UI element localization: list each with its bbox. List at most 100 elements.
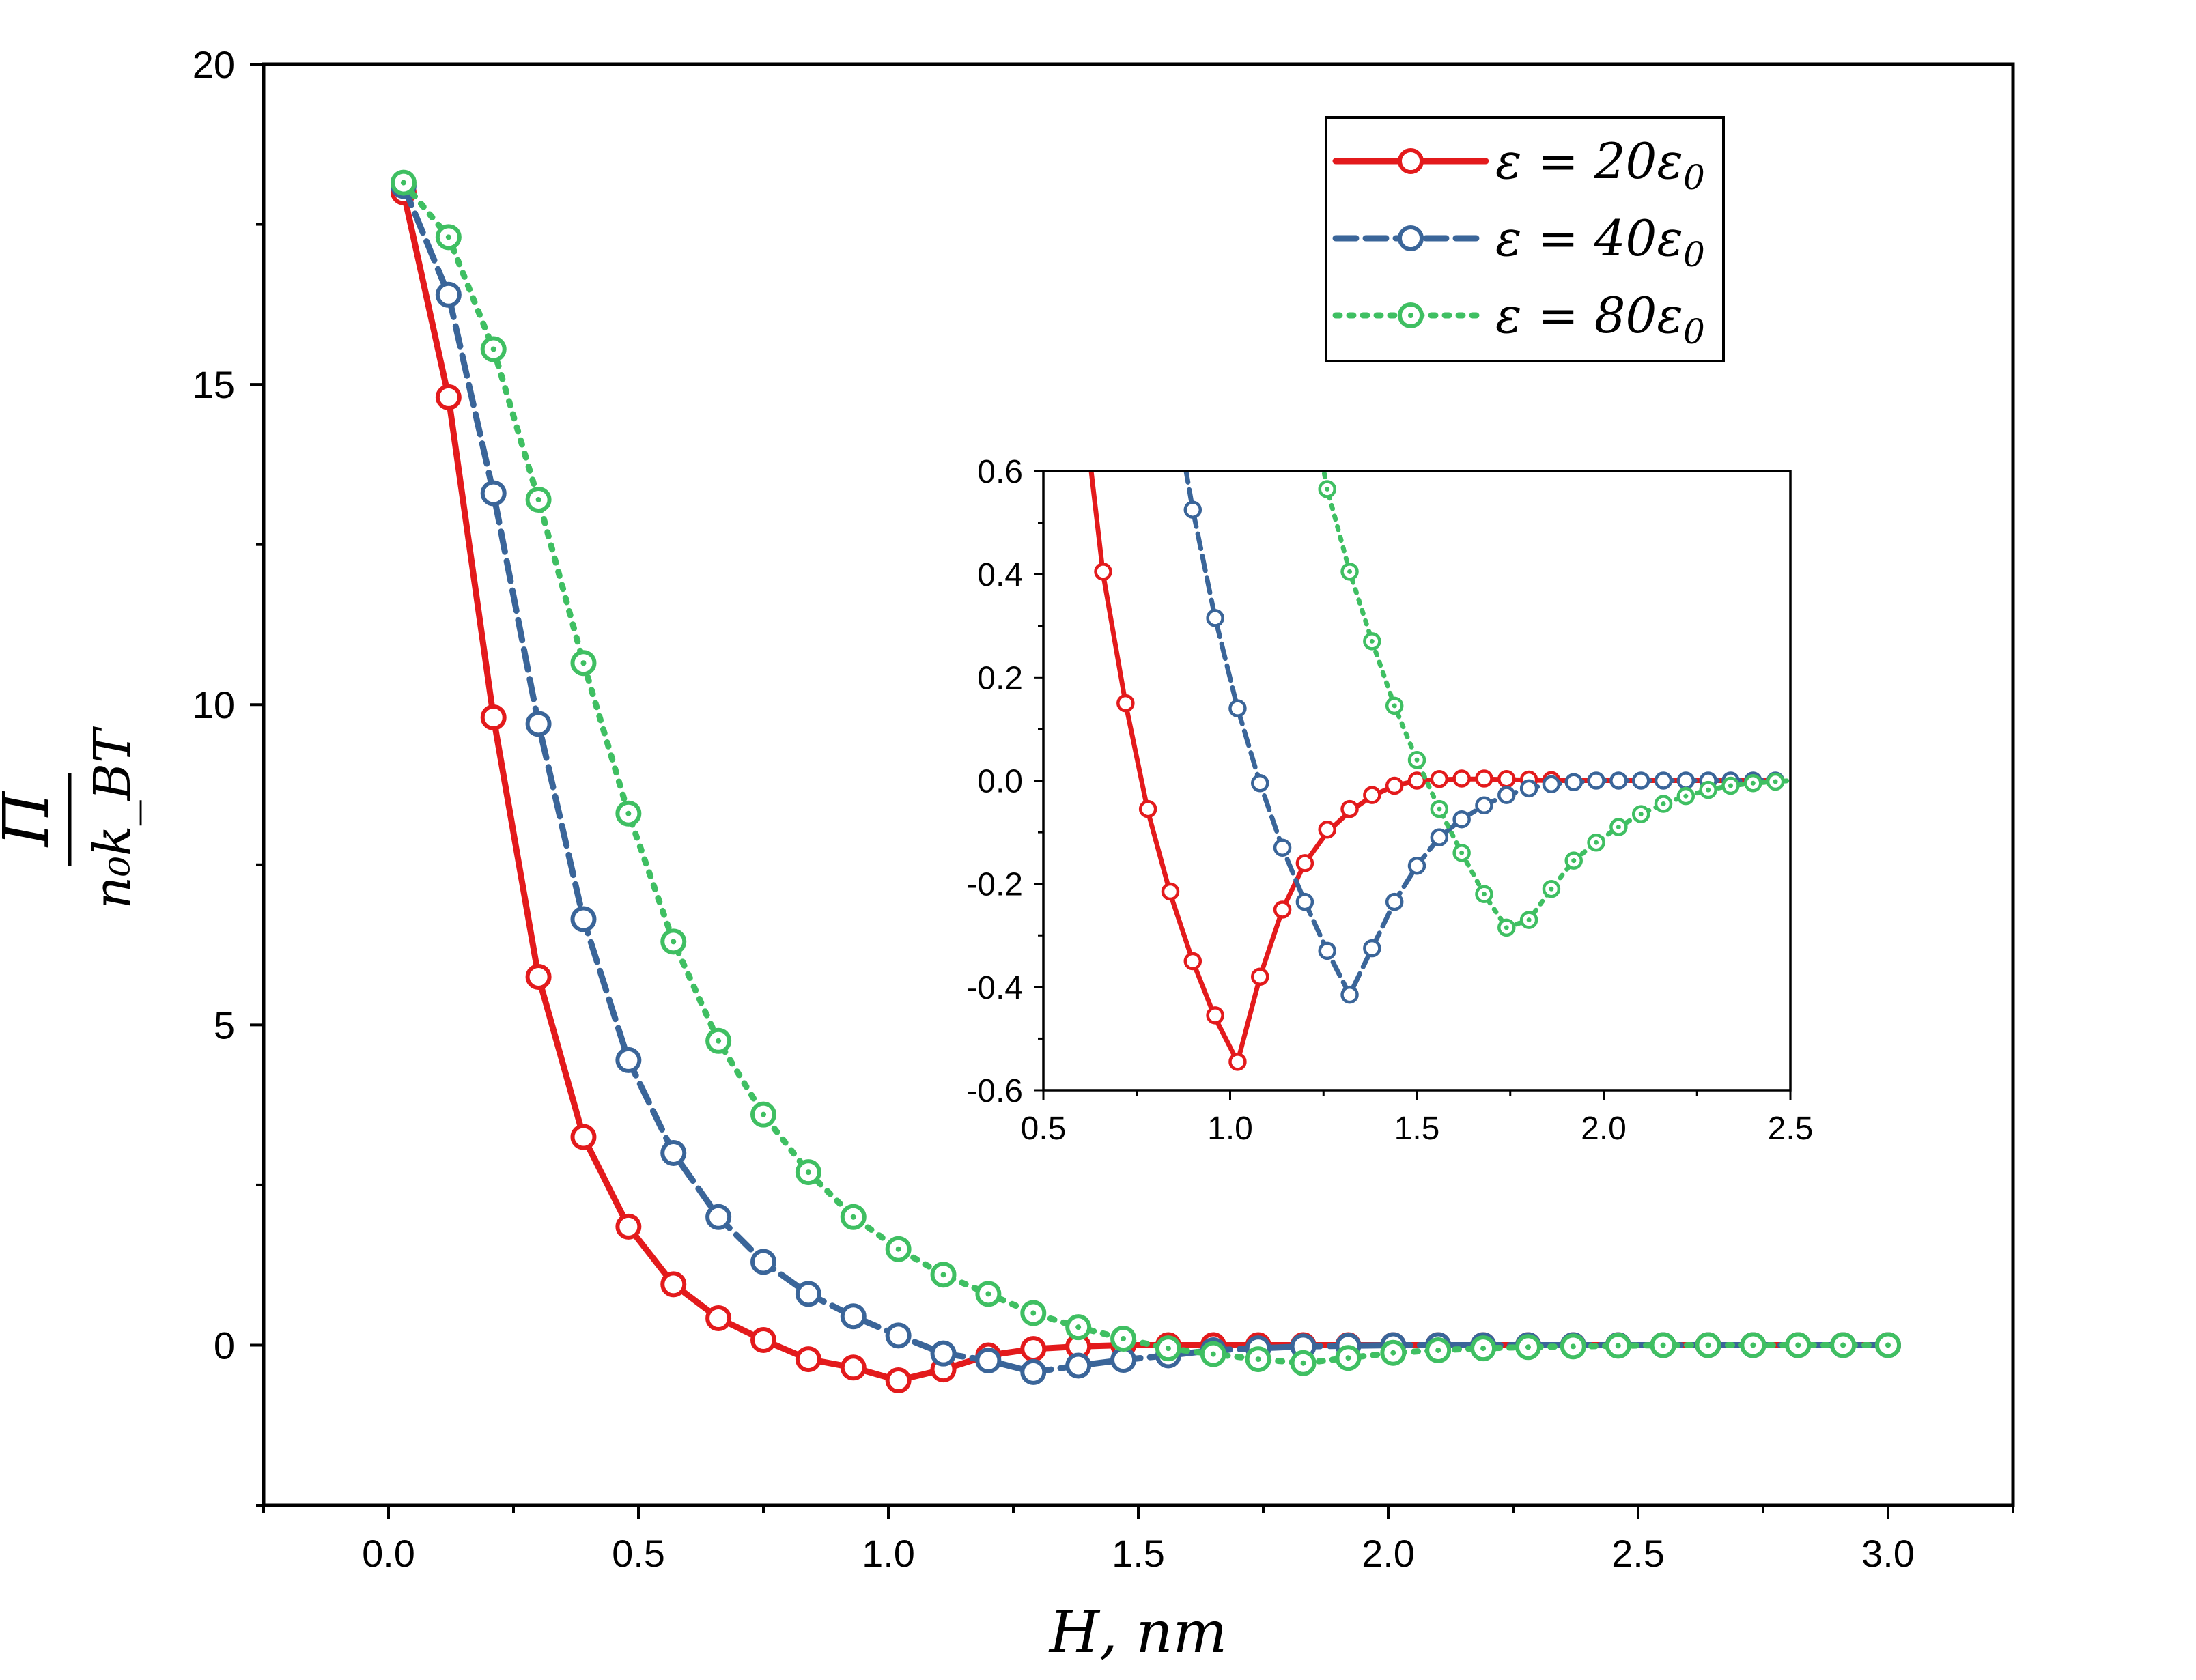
inset-data-point bbox=[1116, 694, 1135, 713]
main-data-point bbox=[615, 1047, 642, 1073]
inset-data-point bbox=[1385, 776, 1404, 795]
main-data-point-dot bbox=[895, 1246, 901, 1252]
inset-data-point bbox=[1385, 892, 1404, 911]
y-axis-label-numerator: Π bbox=[0, 791, 63, 848]
inset-y-tick-label: -0.2 bbox=[966, 867, 1023, 903]
main-data-point-dot bbox=[671, 939, 677, 945]
inset-x-tick-label: 0.5 bbox=[1021, 1111, 1067, 1147]
y-axis-label: Πn₀k_BT bbox=[0, 726, 142, 909]
inset-y-tick-label: 0.2 bbox=[977, 660, 1023, 696]
inset-data-point bbox=[1094, 563, 1112, 581]
inset-data-point-dot bbox=[1661, 801, 1666, 807]
inset-data-point-dot bbox=[1369, 638, 1375, 644]
inset-data-point bbox=[1542, 775, 1561, 794]
main-data-point-dot bbox=[490, 346, 496, 352]
main-data-point bbox=[435, 281, 462, 308]
main-data-point-dot bbox=[625, 810, 632, 816]
main-data-point-dot bbox=[1121, 1336, 1127, 1342]
main-data-point-dot bbox=[985, 1291, 991, 1297]
main-data-point bbox=[750, 1326, 776, 1353]
main-data-point-dot bbox=[716, 1038, 722, 1044]
inset-data-point bbox=[1340, 799, 1359, 818]
inset-data-point-dot bbox=[1728, 783, 1733, 788]
main-data-point bbox=[975, 1347, 1002, 1373]
inset-data-point-dot bbox=[1504, 925, 1509, 930]
main-data-point-dot bbox=[1255, 1356, 1261, 1363]
main-chart: 0.0 0.5 1.0 1.5 2.0 2.5 3.0 0 5 10 15 20 H, nm Πn₀k_B… bbox=[0, 43, 2015, 1666]
inset-data-point bbox=[1609, 771, 1628, 790]
inset-data-point bbox=[1228, 699, 1247, 717]
inset-data-point-dot bbox=[1616, 825, 1621, 830]
main-data-point bbox=[750, 1249, 776, 1275]
main-data-point-dot bbox=[1660, 1342, 1666, 1348]
main-data-point bbox=[885, 1367, 912, 1394]
legend-label-subscript: 0 bbox=[1683, 312, 1705, 352]
main-data-point bbox=[480, 704, 507, 730]
inset-data-point bbox=[1430, 769, 1449, 788]
inset-data-point bbox=[1363, 786, 1381, 804]
y-tick-label: 5 bbox=[214, 1003, 235, 1047]
legend: ε = 20ε0 ε = 40ε0 ε = 80ε0 bbox=[1325, 116, 1725, 362]
inset-data-point bbox=[1475, 796, 1493, 815]
inset-y-tick-label: 0.4 bbox=[977, 557, 1023, 593]
inset-data-point-dot bbox=[1481, 892, 1487, 897]
main-data-point-dot bbox=[445, 234, 451, 240]
main-series-line bbox=[400, 180, 1891, 1367]
main-data-point-dot bbox=[1345, 1355, 1351, 1361]
inset-data-point bbox=[1273, 900, 1292, 919]
main-data-point bbox=[1065, 1352, 1092, 1379]
main-data-point bbox=[705, 1204, 732, 1230]
inset-data-point bbox=[1587, 771, 1605, 790]
inset-data-point bbox=[1407, 771, 1426, 790]
inset-data-point bbox=[1407, 856, 1426, 875]
inset-data-point bbox=[1295, 892, 1314, 911]
main-data-point bbox=[435, 384, 462, 410]
main-data-point-dot bbox=[1210, 1351, 1216, 1357]
main-data-point-dot bbox=[761, 1111, 766, 1117]
main-data-point-dot bbox=[1075, 1324, 1082, 1330]
inset-data-point bbox=[1138, 799, 1157, 818]
main-data-point bbox=[1110, 1347, 1137, 1373]
inset-data-point bbox=[1475, 769, 1493, 788]
main-data-point bbox=[705, 1305, 732, 1332]
legend-entry-1: ε = 40ε0 bbox=[1332, 210, 1705, 274]
main-data-point bbox=[660, 1139, 687, 1166]
inset-chart: 0.5 1.0 1.5 2.0 2.5 0.6 0.4 0.2 0.0 -0.2 -0.4 -0.6 bbox=[966, 454, 1814, 1147]
inset-data-point-dot bbox=[1571, 858, 1577, 864]
inset-data-point bbox=[1183, 952, 1202, 971]
main-data-point bbox=[795, 1281, 821, 1307]
main-series-line bbox=[400, 182, 1891, 1376]
legend-marker-dot bbox=[1408, 313, 1413, 318]
main-data-point-dot bbox=[1165, 1346, 1171, 1352]
x-tick-label: 2.0 bbox=[1362, 1532, 1415, 1575]
main-series-2 bbox=[390, 169, 1901, 1376]
main-data-point bbox=[840, 1303, 867, 1330]
inset-data-point-dot bbox=[1437, 806, 1442, 812]
main-data-point bbox=[885, 1322, 912, 1349]
main-data-point-dot bbox=[1705, 1342, 1711, 1348]
main-data-point-dot bbox=[1615, 1343, 1621, 1349]
inset-data-point bbox=[1654, 771, 1673, 790]
inset-x-tick-label: 2.5 bbox=[1768, 1111, 1814, 1147]
inset-data-point-dot bbox=[1638, 812, 1644, 817]
inset-data-point bbox=[1161, 882, 1180, 901]
x-tick-label: 0.5 bbox=[612, 1532, 665, 1575]
legend-entry-0: ε = 20ε0 bbox=[1332, 132, 1705, 197]
main-data-point-dot bbox=[850, 1214, 856, 1220]
main-data-point-dot bbox=[1795, 1342, 1801, 1348]
main-data-point-dot bbox=[1435, 1347, 1441, 1353]
inset-x-tick-label: 1.5 bbox=[1394, 1111, 1440, 1147]
main-data-point bbox=[930, 1340, 957, 1367]
main-data-point-dot bbox=[805, 1169, 811, 1176]
main-data-point bbox=[570, 1124, 597, 1150]
main-data-point-dot bbox=[1840, 1342, 1846, 1348]
inset-data-point bbox=[1318, 941, 1336, 960]
inset-data-point-dot bbox=[1526, 917, 1532, 923]
inset-x-tick-label: 2.0 bbox=[1581, 1111, 1627, 1147]
inset-data-point bbox=[1251, 774, 1269, 793]
x-tick-label: 3.0 bbox=[1861, 1532, 1915, 1575]
y-axis-label-denominator: n₀k_BT bbox=[83, 726, 142, 909]
inset-data-point-dot bbox=[1750, 780, 1756, 786]
inset-data-point bbox=[1497, 769, 1516, 788]
